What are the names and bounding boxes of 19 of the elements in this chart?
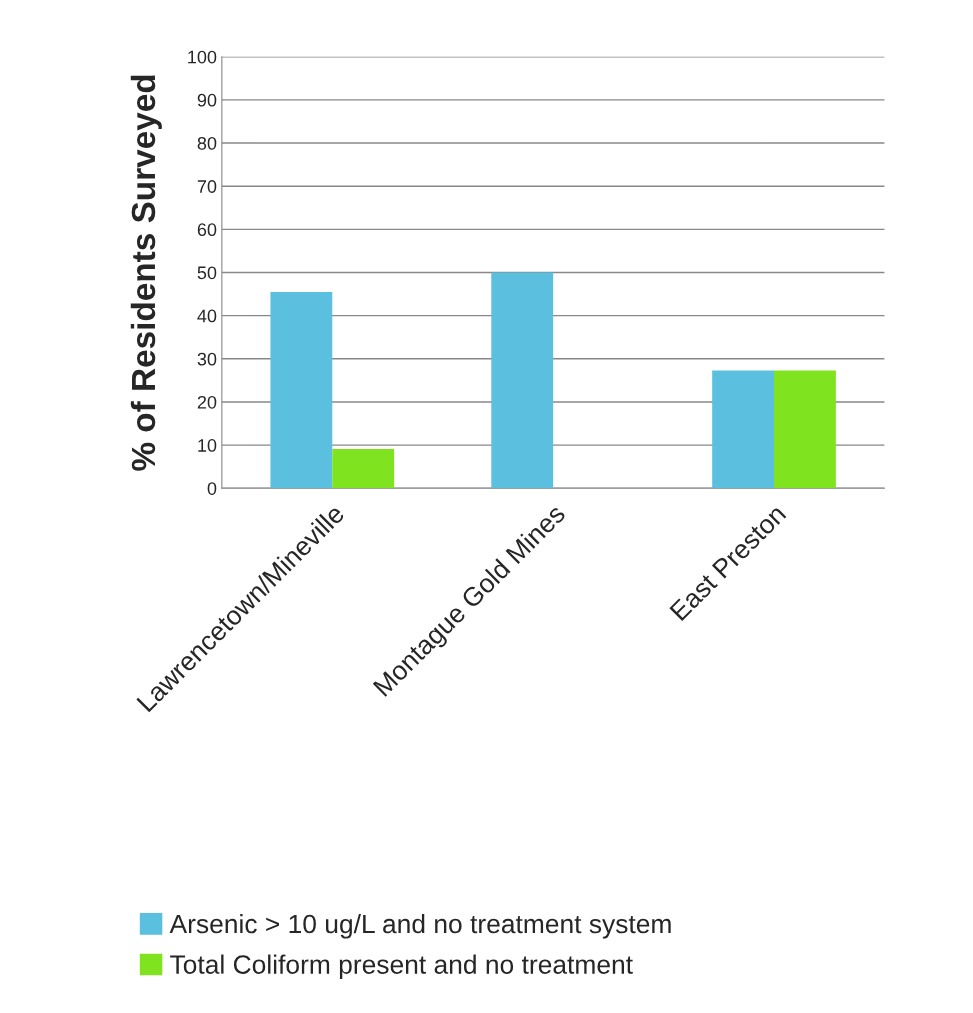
legend-label: Arsenic > 10 ug/L and no treatment system — [169, 913, 671, 939]
y-tick-label: 10 — [198, 439, 217, 452]
legend-label: Total Coliform present and no treatment — [170, 954, 633, 980]
y-axis-title: % of Residents Surveyed — [130, 75, 162, 471]
bar — [491, 272, 554, 489]
y-tick-label: 20 — [197, 395, 217, 409]
y-tick-label: 30 — [197, 352, 217, 366]
y-tick-label: 80 — [197, 136, 217, 150]
y-tick-label: 40 — [197, 309, 217, 323]
y-tick-label: 0 — [207, 482, 217, 495]
bar — [774, 370, 836, 489]
y-tick-label: 60 — [197, 223, 217, 237]
bar — [712, 370, 775, 489]
bar — [332, 449, 395, 489]
y-tick-label: 90 — [197, 93, 217, 107]
y-tick-label: 50 — [197, 266, 217, 280]
bar — [270, 291, 333, 489]
y-tick-label: 100 — [188, 50, 217, 64]
y-tick-label: 70 — [197, 180, 217, 193]
